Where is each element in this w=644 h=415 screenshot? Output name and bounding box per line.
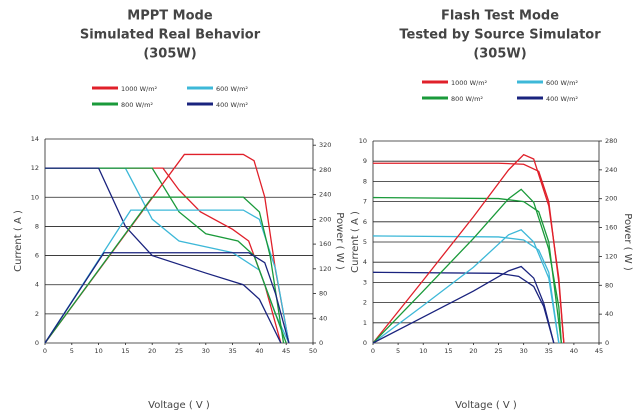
x-tick-label: 25 — [175, 347, 183, 355]
series-line — [373, 162, 565, 344]
chart-title: Tested by Source Simulator — [399, 28, 601, 43]
y2-tick-label: 240 — [319, 191, 331, 199]
x-tick-label: 25 — [494, 347, 502, 355]
y-tick-label: 8 — [35, 222, 39, 230]
y-tick-label: 2 — [363, 299, 367, 307]
y-tick-label: 3 — [363, 278, 367, 286]
series-line — [44, 153, 290, 344]
y2-tick-label: 160 — [319, 240, 331, 248]
y2-tick-label: 280 — [319, 166, 331, 174]
series-line — [372, 271, 555, 344]
legend-label: 400 W/m² — [546, 95, 578, 103]
series-line — [44, 209, 290, 344]
y-tick-label: 4 — [363, 258, 367, 266]
x-tick-label: 10 — [419, 347, 427, 355]
x-tick-label: 5 — [396, 347, 400, 355]
legend-label: 800 W/m² — [121, 101, 153, 109]
y-tick-label: 1 — [363, 319, 367, 327]
y-tick-label: 6 — [363, 218, 367, 226]
x-tick-label: 0 — [371, 347, 375, 355]
y-tick-label: 10 — [31, 193, 39, 201]
x-tick-label: 35 — [228, 347, 236, 355]
y-tick-label: 0 — [35, 339, 39, 347]
legend-label: 1000 W/m² — [451, 79, 488, 87]
x-tick-label: 15 — [121, 347, 129, 355]
y2-tick-label: 320 — [319, 141, 331, 149]
series-line — [372, 265, 555, 344]
x-tick-label: 30 — [202, 347, 210, 355]
x-tick-label: 40 — [255, 347, 263, 355]
y-tick-label: 4 — [35, 281, 39, 289]
x-tick-label: 5 — [70, 347, 74, 355]
y-tick-label: 2 — [35, 310, 39, 318]
y-tick-label: 12 — [31, 164, 39, 172]
y-axis-label: Current ( A ) — [13, 210, 24, 272]
y2-tick-label: 40 — [319, 314, 327, 322]
x-tick-label: 0 — [43, 347, 47, 355]
x-tick-label: 45 — [595, 347, 603, 355]
chart-title: MPPT Mode — [127, 9, 213, 24]
legend-label: 600 W/m² — [546, 79, 578, 87]
y-tick-label: 10 — [359, 137, 367, 145]
series-line — [44, 196, 285, 344]
legend-label: 800 W/m² — [451, 95, 483, 103]
series-line — [372, 153, 565, 344]
x-tick-label: 45 — [282, 347, 290, 355]
chart-title: Flash Test Mode — [441, 9, 559, 24]
series-line — [45, 167, 282, 344]
legend-label: 400 W/m² — [216, 101, 248, 109]
y2-axis-label: Power ( W ) — [334, 212, 345, 270]
y2-tick-label: 200 — [605, 195, 617, 203]
y-tick-label: 7 — [363, 198, 367, 206]
y2-tick-label: 240 — [605, 166, 617, 174]
y2-tick-label: 80 — [605, 281, 613, 289]
x-axis-label: Voltage ( V ) — [455, 400, 517, 411]
x-tick-label: 20 — [148, 347, 156, 355]
x-tick-label: 35 — [545, 347, 553, 355]
chart-title: Simulated Real Behavior — [80, 28, 261, 43]
y-tick-label: 9 — [363, 157, 367, 165]
y-tick-label: 14 — [31, 135, 39, 143]
x-axis-label: Voltage ( V ) — [148, 400, 210, 411]
y2-tick-label: 80 — [319, 290, 327, 298]
series-line — [372, 196, 562, 344]
y-tick-label: 0 — [363, 339, 367, 347]
y-axis-label: Current ( A ) — [350, 211, 361, 273]
y2-tick-label: 120 — [319, 265, 331, 273]
x-tick-label: 15 — [444, 347, 452, 355]
x-tick-label: 50 — [309, 347, 317, 355]
legend-label: 1000 W/m² — [121, 85, 158, 93]
y2-tick-label: 200 — [319, 215, 331, 223]
x-tick-label: 10 — [94, 347, 102, 355]
y2-axis-label: Power ( W ) — [622, 213, 633, 271]
y2-tick-label: 0 — [319, 339, 323, 347]
y2-tick-label: 40 — [605, 310, 613, 318]
x-tick-label: 20 — [469, 347, 477, 355]
series-line — [372, 188, 562, 344]
y2-tick-label: 280 — [605, 137, 617, 145]
y-tick-label: 8 — [363, 177, 367, 185]
series-line — [44, 252, 290, 344]
series-line — [372, 235, 560, 344]
chart-title: (305W) — [143, 47, 196, 62]
series-line — [372, 228, 560, 344]
y-tick-label: 6 — [35, 252, 39, 260]
y2-tick-label: 160 — [605, 224, 617, 232]
y2-tick-label: 0 — [605, 339, 609, 347]
y-tick-label: 5 — [363, 238, 367, 246]
y2-tick-label: 120 — [605, 252, 617, 260]
series-line — [45, 167, 287, 344]
x-tick-label: 30 — [520, 347, 528, 355]
x-tick-label: 40 — [570, 347, 578, 355]
chart-title: (305W) — [473, 47, 526, 62]
legend-label: 600 W/m² — [216, 85, 248, 93]
